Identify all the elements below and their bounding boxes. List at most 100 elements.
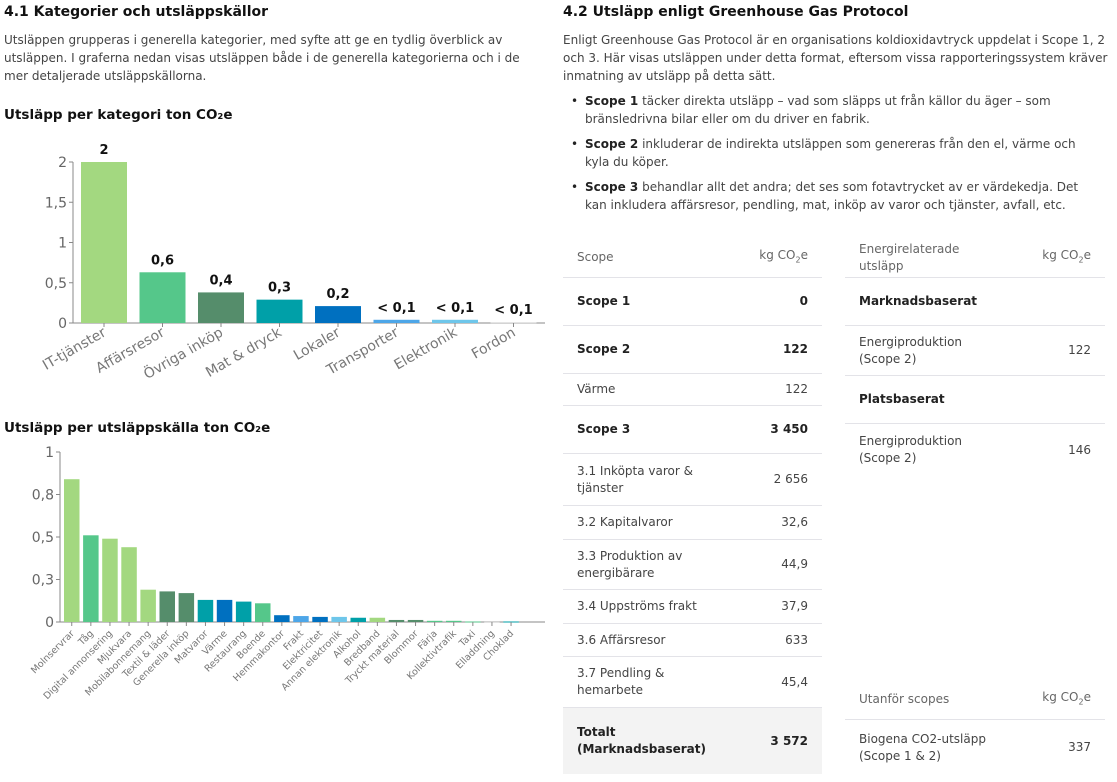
outside-scopes-table: Utanför scopes kg CO2e Biogena CO2-utsläpp… bbox=[845, 680, 1105, 775]
y-tick-label: 2 bbox=[58, 155, 67, 171]
bar-mjukvara bbox=[121, 547, 137, 622]
row-label: Biogena CO2-utsläpp (Scope 1 & 2) bbox=[859, 731, 986, 763]
bar-blommor bbox=[407, 619, 424, 622]
table-row: Marknadsbaserat bbox=[845, 278, 1105, 326]
chart2-title: Utsläpp per utsläppskälla ton CO₂e bbox=[4, 420, 271, 436]
row-value: 37,9 bbox=[781, 599, 808, 613]
table-row: Energiproduktion (Scope 2) 146 bbox=[845, 424, 1105, 476]
bar-boende bbox=[255, 603, 271, 622]
row-value: 122 bbox=[782, 342, 808, 356]
header-label: Utanför scopes bbox=[859, 692, 950, 706]
table-row: 3.4 Uppströms frakt 37,9 bbox=[563, 590, 822, 624]
row-label: 3.7 Pendling & hemarbete bbox=[577, 666, 665, 697]
bullet-scope-1: Scope 1 täcker direkta utsläpp – vad som… bbox=[563, 92, 1093, 128]
bar-molnservrar bbox=[64, 479, 80, 622]
scope-bullet-list: Scope 1 täcker direkta utsläpp – vad som… bbox=[563, 92, 1093, 221]
header-label: Energirelaterade utsläpp bbox=[859, 241, 960, 273]
table-row: 3.3 Produktion av energibärare 44,9 bbox=[563, 540, 822, 590]
table-row: 3.7 Pendling & hemarbete 45,4 bbox=[563, 657, 822, 708]
bar-värme bbox=[216, 599, 233, 622]
data-label: 2 bbox=[99, 143, 108, 158]
row-value: 122 bbox=[785, 382, 808, 396]
row-value: 45,4 bbox=[781, 674, 808, 689]
table-row: Scope 1 0 bbox=[563, 278, 822, 326]
bar-frakt bbox=[293, 616, 309, 622]
y-tick-label: 0,5 bbox=[45, 276, 67, 292]
row-label: Energiproduktion (Scope 2) bbox=[859, 334, 963, 366]
section-title-4-1: 4.1 Kategorier och utsläppskällor bbox=[4, 4, 269, 20]
row-value: 32,6 bbox=[781, 515, 808, 529]
row-label: Platsbaserat bbox=[859, 392, 945, 406]
bar-lokaler bbox=[315, 306, 361, 323]
row-value: 3 572 bbox=[770, 733, 808, 748]
category-bar-chart: 00,511,52IT-tjänster2Affärsresor0,6Övrig… bbox=[40, 143, 545, 383]
row-label: 3.6 Affärsresor bbox=[577, 632, 666, 647]
data-label: 0,2 bbox=[326, 287, 349, 302]
header-unit: kg CO2e bbox=[759, 247, 808, 265]
table-header: Scope kg CO2e bbox=[563, 238, 822, 278]
data-label: 0,4 bbox=[209, 273, 232, 288]
bar-mobilabonnemang bbox=[140, 589, 156, 622]
table-header: Utanför scopes kg CO2e bbox=[845, 680, 1105, 720]
row-value: 2 656 bbox=[773, 472, 808, 486]
table-row: 3.6 Affärsresor 633 bbox=[563, 624, 822, 657]
table-row: 3.1 Inköpta varor & tjänster 2 656 bbox=[563, 454, 822, 506]
y-tick-label: 1 bbox=[58, 236, 67, 252]
row-label: Energiproduktion (Scope 2) bbox=[859, 434, 963, 465]
table-row: Värme 122 bbox=[563, 374, 822, 406]
row-label: Värme bbox=[577, 382, 616, 396]
header-unit: kg CO2e bbox=[1042, 247, 1091, 265]
bar-affärsresor bbox=[139, 272, 186, 323]
bar-textil-läder bbox=[159, 591, 175, 622]
bar-tåg bbox=[83, 535, 99, 622]
bar-bredband bbox=[369, 617, 386, 622]
row-label: Totalt (Marknadsbaserat) bbox=[577, 725, 706, 756]
data-label: < 0,1 bbox=[377, 301, 415, 316]
bar-elektricitet bbox=[312, 616, 328, 622]
row-label: 3.1 Inköpta varor & tjänster bbox=[577, 463, 693, 495]
bar-hemmakontor bbox=[274, 615, 290, 622]
row-value: 44,9 bbox=[781, 557, 808, 571]
table-row: Platsbaserat bbox=[845, 376, 1105, 424]
row-value: 633 bbox=[785, 632, 808, 647]
bar-annan-elektronik bbox=[331, 616, 347, 622]
row-label: 3.4 Uppströms frakt bbox=[577, 599, 697, 613]
section-intro-4-1: Utsläppen grupperas i generella kategori… bbox=[4, 33, 520, 83]
energy-table: Energirelaterade utsläpp kg CO2e Marknadsb… bbox=[845, 238, 1105, 478]
section-title-4-2: 4.2 Utsläpp enligt Greenhouse Gas Protoc… bbox=[563, 4, 909, 20]
row-value: 337 bbox=[1068, 740, 1091, 754]
table-row: Scope 3 3 450 bbox=[563, 406, 822, 454]
row-label: Scope 1 bbox=[577, 294, 631, 308]
y-tick-label: 0,5 bbox=[32, 530, 54, 546]
data-label: 0,3 bbox=[268, 281, 291, 296]
bar-färja bbox=[426, 620, 443, 622]
chart1-title: Utsläpp per kategori ton CO₂e bbox=[4, 107, 233, 123]
scope-table: Scope kg CO2e Scope 1 0 Scope 2 122 Värme 122 Sc… bbox=[563, 238, 822, 774]
row-value: 122 bbox=[1068, 343, 1091, 357]
table-row: Biogena CO2-utsläpp (Scope 1 & 2) 337 bbox=[845, 720, 1105, 775]
row-value: 3 450 bbox=[770, 422, 808, 436]
y-tick-label: 0,8 bbox=[32, 488, 54, 504]
row-label: Scope 2 bbox=[577, 342, 631, 356]
row-value: 146 bbox=[1068, 442, 1091, 457]
bar-elektronik bbox=[432, 319, 478, 323]
bullet-scope-2: Scope 2 inkluderar de indirekta utsläppe… bbox=[563, 135, 1093, 171]
bar-digital-annonsering bbox=[102, 538, 118, 622]
x-tick-label: Elektronik bbox=[392, 324, 461, 373]
table-header: Energirelaterade utsläpp kg CO2e bbox=[845, 238, 1105, 278]
row-label: Marknadsbaserat bbox=[859, 294, 978, 308]
y-tick-label: 0,3 bbox=[32, 573, 54, 589]
table-row: Scope 2 122 bbox=[563, 326, 822, 374]
bar-choklad bbox=[503, 621, 519, 623]
bar-matvaror bbox=[197, 599, 214, 622]
bar-transporter bbox=[373, 319, 420, 323]
y-tick-label: 0 bbox=[45, 615, 54, 631]
row-value: 0 bbox=[799, 294, 808, 308]
bar-fordon bbox=[490, 322, 537, 324]
row-label: 3.3 Produktion av energibärare bbox=[577, 548, 683, 580]
y-tick-label: 1,5 bbox=[45, 195, 67, 211]
x-tick-label: Fordon bbox=[469, 325, 519, 363]
bar-tryckt-material bbox=[388, 619, 405, 622]
row-label: 3.2 Kapitalvaror bbox=[577, 515, 673, 529]
